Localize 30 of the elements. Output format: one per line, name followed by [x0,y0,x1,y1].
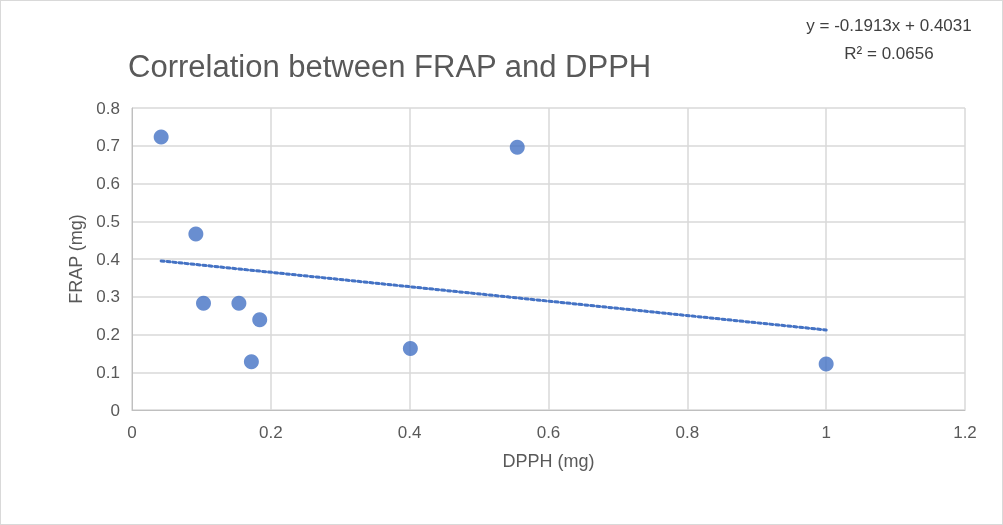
text: R² = 0.0656 [844,44,934,63]
x-tick-label: 0.6 [536,423,561,442]
point [252,312,268,328]
x-tick-label: 0.2 [259,423,283,442]
y-tick-label: 0.5 [96,211,120,231]
x-axis-title: DPPH (mg) [502,451,595,471]
point [818,356,834,372]
point [509,139,525,155]
y-tick-label: 0.8 [96,98,120,118]
y-tick-label: 0.2 [96,325,120,344]
point [402,340,418,356]
y-tick-label: 0 [110,400,120,420]
y-tick-label: 0.3 [96,287,120,307]
x-tick-label: 0.4 [397,423,422,442]
text: y = -0.1913x + 0.4031 [806,16,972,35]
x-tick-label: 1.2 [953,423,977,442]
x-tick-label: 1 [821,423,831,442]
y-tick-label: 0.1 [96,362,120,382]
chart-title: Correlation between FRAP and DPPH [128,49,652,84]
point [188,226,204,242]
y-tick-label: 0.7 [96,136,120,156]
x-tick-label: 0 [127,423,137,442]
y-tick-label: 0.6 [96,174,120,193]
y-axis-title: FRAP (mg) [66,214,87,304]
x-tick-label: 0.8 [675,423,700,442]
point [153,129,169,145]
point [196,295,211,311]
point [243,354,259,370]
y-tick-label: 0.4 [96,249,120,269]
point [231,295,247,311]
